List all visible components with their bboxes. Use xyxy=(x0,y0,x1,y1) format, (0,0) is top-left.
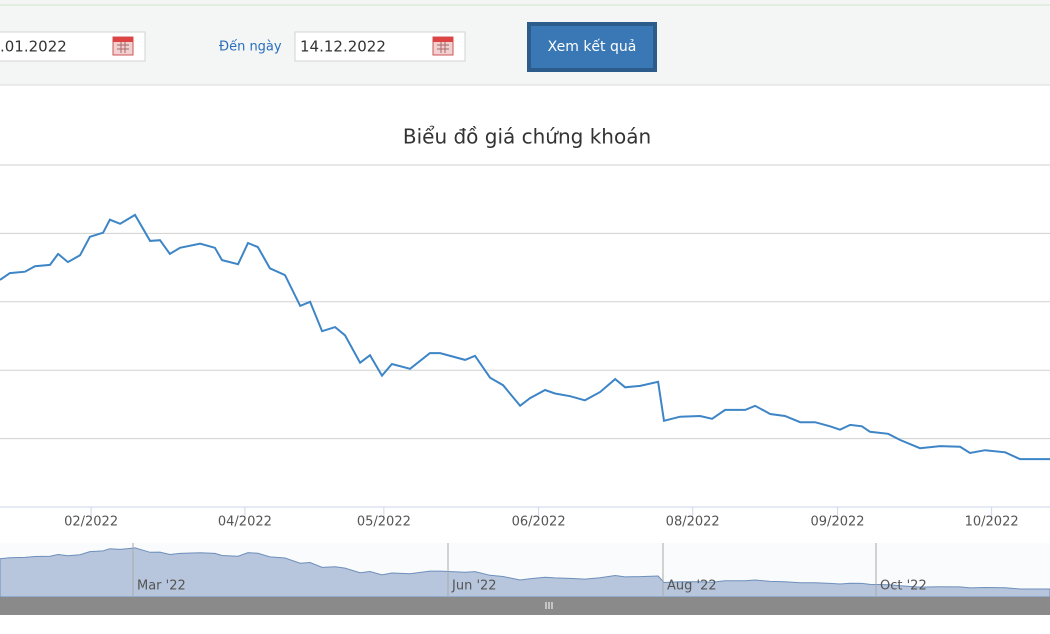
scrollbar[interactable] xyxy=(0,597,1050,615)
x-tick-label: 08/2022 xyxy=(666,515,720,530)
x-tick-label: 10/2022 xyxy=(965,515,1019,530)
toolbar xyxy=(0,0,1050,85)
calendar-icon[interactable] xyxy=(112,36,134,56)
navigator-series xyxy=(0,547,1050,598)
to-label: Đến ngày xyxy=(219,40,282,55)
button-label: Xem kết quả xyxy=(548,38,637,55)
calendar-icon[interactable] xyxy=(432,36,454,56)
navigator-label: Aug '22 xyxy=(667,579,717,594)
from-date: .01.2022 xyxy=(0,38,67,56)
navigator-label: Jun '22 xyxy=(451,579,497,594)
x-tick-label: 02/2022 xyxy=(64,515,118,530)
navigator-label: Mar '22 xyxy=(137,579,186,594)
price-line xyxy=(0,213,1050,461)
button-face xyxy=(531,26,653,68)
x-tick-label: 04/2022 xyxy=(218,515,272,530)
scrollbar-grip xyxy=(545,602,553,609)
navigator-area xyxy=(0,547,1050,598)
navigator-label: Oct '22 xyxy=(880,579,927,594)
x-tick-label: 05/2022 xyxy=(357,515,411,530)
x-tick-label: 09/2022 xyxy=(811,515,865,530)
x-tick-label: 06/2022 xyxy=(512,515,566,530)
chart-title: Biểu đồ giá chứng khoán xyxy=(403,125,651,149)
plot: 02/2022 04/2022 05/2022 06/2022 08/2022 09/20… xyxy=(0,164,1050,530)
to-date: 14.12.2022 xyxy=(300,38,386,56)
